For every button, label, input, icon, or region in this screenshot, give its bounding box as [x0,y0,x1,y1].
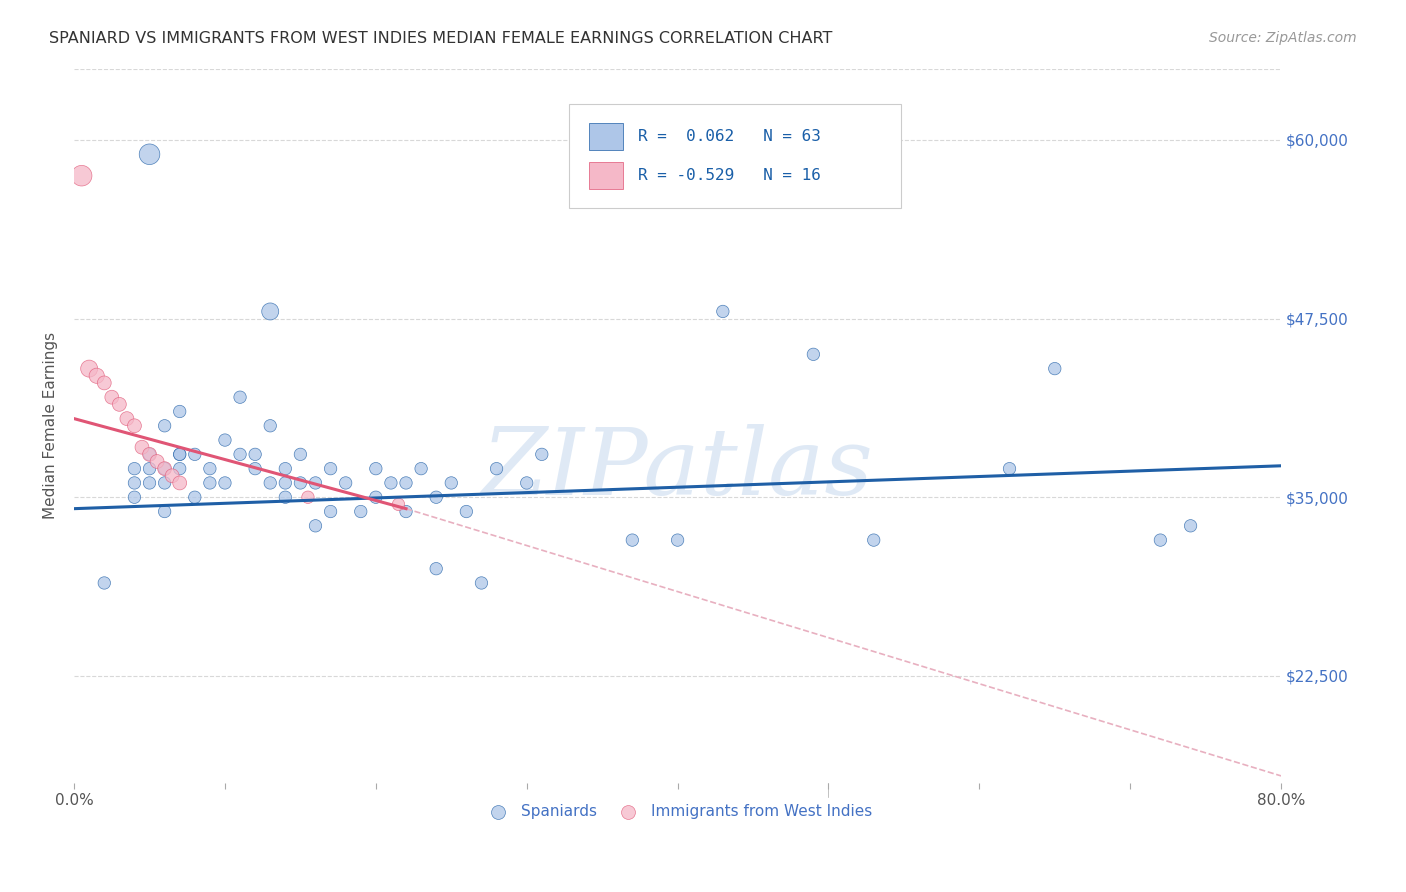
Point [108,397,131,411]
Point [153,461,176,475]
Point [184,447,207,461]
Text: R =  0.062   N = 63: R = 0.062 N = 63 [638,129,821,144]
Point [456,504,478,518]
Point [395,504,418,518]
Point [198,475,221,490]
Point [380,475,402,490]
Point [77,361,100,376]
Point [214,433,236,447]
Point [387,497,409,511]
Point [335,475,357,490]
Point [319,461,342,475]
Point [621,533,644,547]
Point [146,454,169,468]
Point [259,475,281,490]
Point [259,304,281,318]
Point [516,475,538,490]
Point [364,490,387,504]
Point [290,475,312,490]
Point [274,490,297,504]
FancyBboxPatch shape [589,162,623,189]
Point [93,576,115,591]
Point [364,461,387,475]
Point [115,411,138,425]
Point [803,347,825,361]
Point [297,490,319,504]
Point [485,461,508,475]
Point [124,461,146,475]
Point [1043,361,1066,376]
Point [169,461,191,475]
Point [862,533,884,547]
Point [124,418,146,433]
Point [304,518,326,533]
Text: Source: ZipAtlas.com: Source: ZipAtlas.com [1209,31,1357,45]
Point [711,304,734,318]
Text: SPANIARD VS IMMIGRANTS FROM WEST INDIES MEDIAN FEMALE EARNINGS CORRELATION CHART: SPANIARD VS IMMIGRANTS FROM WEST INDIES … [49,31,832,46]
Point [998,461,1021,475]
Point [350,504,373,518]
Point [138,475,160,490]
FancyBboxPatch shape [589,123,623,150]
Point [304,475,326,490]
Point [395,475,418,490]
Point [229,390,252,404]
Point [243,461,266,475]
Point [131,440,153,454]
Point [666,533,689,547]
Point [153,418,176,433]
Point [138,147,160,161]
Point [198,461,221,475]
Point [319,504,342,518]
Point [440,475,463,490]
Text: R = -0.529   N = 16: R = -0.529 N = 16 [638,169,821,183]
Point [229,447,252,461]
Point [124,475,146,490]
Point [153,475,176,490]
Point [70,169,93,183]
Point [184,490,207,504]
Point [1180,518,1202,533]
Point [243,447,266,461]
Point [138,447,160,461]
Point [153,461,176,475]
Text: ZIPatlas: ZIPatlas [482,424,873,514]
Point [93,376,115,390]
Point [259,418,281,433]
Point [160,468,183,483]
Point [1149,533,1171,547]
Point [124,490,146,504]
Point [470,576,492,591]
Point [425,562,447,576]
Point [101,390,124,404]
Point [153,504,176,518]
Point [274,475,297,490]
FancyBboxPatch shape [569,104,901,208]
Point [169,475,191,490]
Point [169,447,191,461]
Legend: Spaniards, Immigrants from West Indies: Spaniards, Immigrants from West Indies [477,798,879,825]
Point [169,447,191,461]
Point [214,475,236,490]
Point [530,447,553,461]
Point [425,490,447,504]
Point [138,447,160,461]
Point [138,461,160,475]
Y-axis label: Median Female Earnings: Median Female Earnings [44,332,58,519]
Point [290,447,312,461]
Point [169,404,191,418]
Point [411,461,433,475]
Point [86,368,108,383]
Point [274,461,297,475]
